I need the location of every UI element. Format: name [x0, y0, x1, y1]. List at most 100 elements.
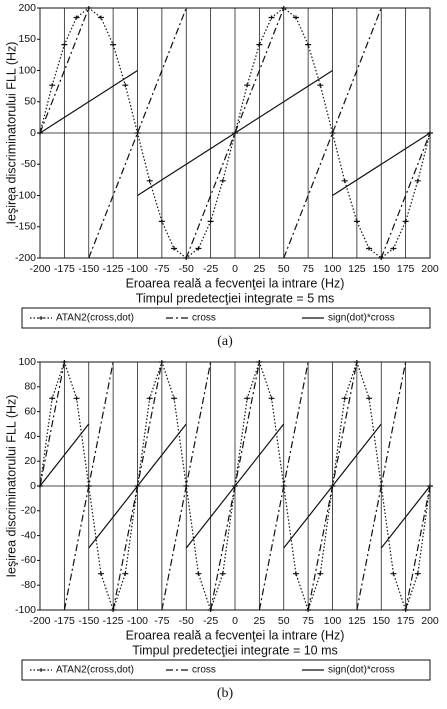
legend-box	[21, 307, 431, 329]
subtitle: Timpul predetecţiei integrate = 5 ms	[136, 291, 335, 305]
point-marker	[97, 571, 104, 576]
y-tick-label: 20	[24, 455, 36, 467]
legend-label: ATAN2(cross,dot)	[56, 313, 134, 324]
x-tick-label: -75	[154, 615, 169, 627]
point-marker	[341, 178, 348, 183]
y-tick-label: 200	[18, 2, 36, 14]
point-marker	[292, 571, 299, 576]
x-tick-label: -100	[127, 263, 148, 275]
point-marker	[122, 83, 129, 88]
point-marker	[353, 219, 360, 224]
point-marker	[292, 15, 299, 20]
x-tick-label: 50	[278, 263, 290, 275]
x-tick-label: -150	[78, 615, 99, 627]
point-marker	[171, 396, 178, 401]
point-marker	[110, 42, 117, 47]
legend-label: sign(dot)*cross	[328, 665, 395, 676]
y-tick-label: -60	[21, 554, 36, 566]
legend-label: sign(dot)*cross	[328, 313, 395, 324]
x-tick-label: 100	[324, 263, 342, 275]
y-tick-label: 80	[24, 381, 36, 393]
point-marker	[73, 396, 80, 401]
point-marker	[366, 396, 373, 401]
x-tick-label: -125	[103, 263, 124, 275]
legend-label: ATAN2(cross,dot)	[56, 665, 134, 676]
x-tick-label: 175	[397, 263, 415, 275]
x-tick-label: -175	[54, 615, 75, 627]
point-marker	[402, 219, 409, 224]
point-marker	[122, 571, 129, 576]
x-tick-label: 125	[348, 263, 366, 275]
x-tick-label: 75	[302, 263, 314, 275]
series-line	[39, 7, 431, 259]
y-tick-label: -40	[21, 529, 36, 541]
x-tick-label: 100	[324, 615, 342, 627]
point-marker	[85, 6, 92, 10]
point-marker	[146, 396, 153, 401]
caption: (a)	[217, 334, 233, 349]
point-marker	[73, 15, 80, 20]
y-tick-label: 0	[30, 480, 36, 492]
x-tick-label: -175	[54, 263, 75, 275]
y-tick-label: 150	[18, 33, 36, 45]
y-tick-label: -200	[15, 252, 36, 264]
x-tick-label: -200	[29, 263, 50, 275]
x-tick-label: -50	[179, 615, 194, 627]
point-marker	[244, 83, 251, 88]
point-marker	[390, 246, 397, 251]
y-tick-label: 60	[24, 405, 36, 417]
point-marker	[414, 571, 421, 576]
x-tick-label: 25	[254, 263, 266, 275]
x-tick-label: 175	[397, 615, 415, 627]
point-marker	[61, 42, 68, 47]
y-axis-label: Ieşirea discriminatorului FLL (Hz)	[4, 42, 18, 225]
point-marker	[195, 571, 202, 576]
point-marker	[280, 6, 287, 10]
x-tick-label: -50	[179, 263, 194, 275]
y-tick-label: -150	[15, 221, 36, 233]
point-marker	[268, 396, 275, 401]
x-tick-label: 150	[372, 615, 390, 627]
point-marker	[207, 219, 214, 224]
point-marker	[244, 396, 251, 401]
point-marker	[305, 42, 312, 47]
x-tick-label: -125	[103, 615, 124, 627]
y-tick-label: -80	[21, 579, 36, 591]
point-marker	[146, 178, 153, 183]
x-tick-label: -25	[203, 263, 218, 275]
x-tick-label: 125	[348, 615, 366, 627]
x-tick-label: 0	[232, 615, 238, 627]
legend-box	[21, 659, 431, 681]
series-line	[39, 423, 431, 549]
y-tick-label: -50	[21, 158, 36, 170]
x-tick-label: 75	[302, 615, 314, 627]
point-marker	[195, 246, 202, 251]
y-tick-label: -20	[21, 505, 36, 517]
point-marker	[97, 15, 104, 20]
point-marker	[158, 219, 165, 224]
y-tick-label: 100	[18, 356, 36, 368]
series-line	[39, 69, 431, 197]
x-axis-label: Eroarea reală a fecvenţei la intrare (Hz…	[126, 628, 345, 642]
y-tick-label: 50	[24, 96, 36, 108]
x-tick-label: -200	[29, 615, 50, 627]
x-tick-label: 25	[254, 615, 266, 627]
subtitle: Timpul predetecţiei integrate = 10 ms	[132, 643, 338, 657]
point-marker	[268, 15, 275, 20]
x-axis-label: Eroarea reală a fecvenţei la intrare (Hz…	[126, 276, 345, 290]
x-tick-label: -100	[127, 615, 148, 627]
point-marker	[49, 83, 56, 88]
point-marker	[171, 246, 178, 251]
point-marker	[317, 571, 324, 576]
point-marker	[49, 396, 56, 401]
point-marker	[390, 571, 397, 576]
x-tick-label: 0	[232, 263, 238, 275]
x-tick-label: 150	[372, 263, 390, 275]
x-tick-label: -75	[154, 263, 169, 275]
y-axis-label: Ieşirea discriminatorului FLL (Hz)	[4, 395, 18, 578]
point-marker	[219, 571, 226, 576]
caption: (b)	[217, 686, 234, 701]
y-tick-label: 100	[18, 64, 36, 76]
